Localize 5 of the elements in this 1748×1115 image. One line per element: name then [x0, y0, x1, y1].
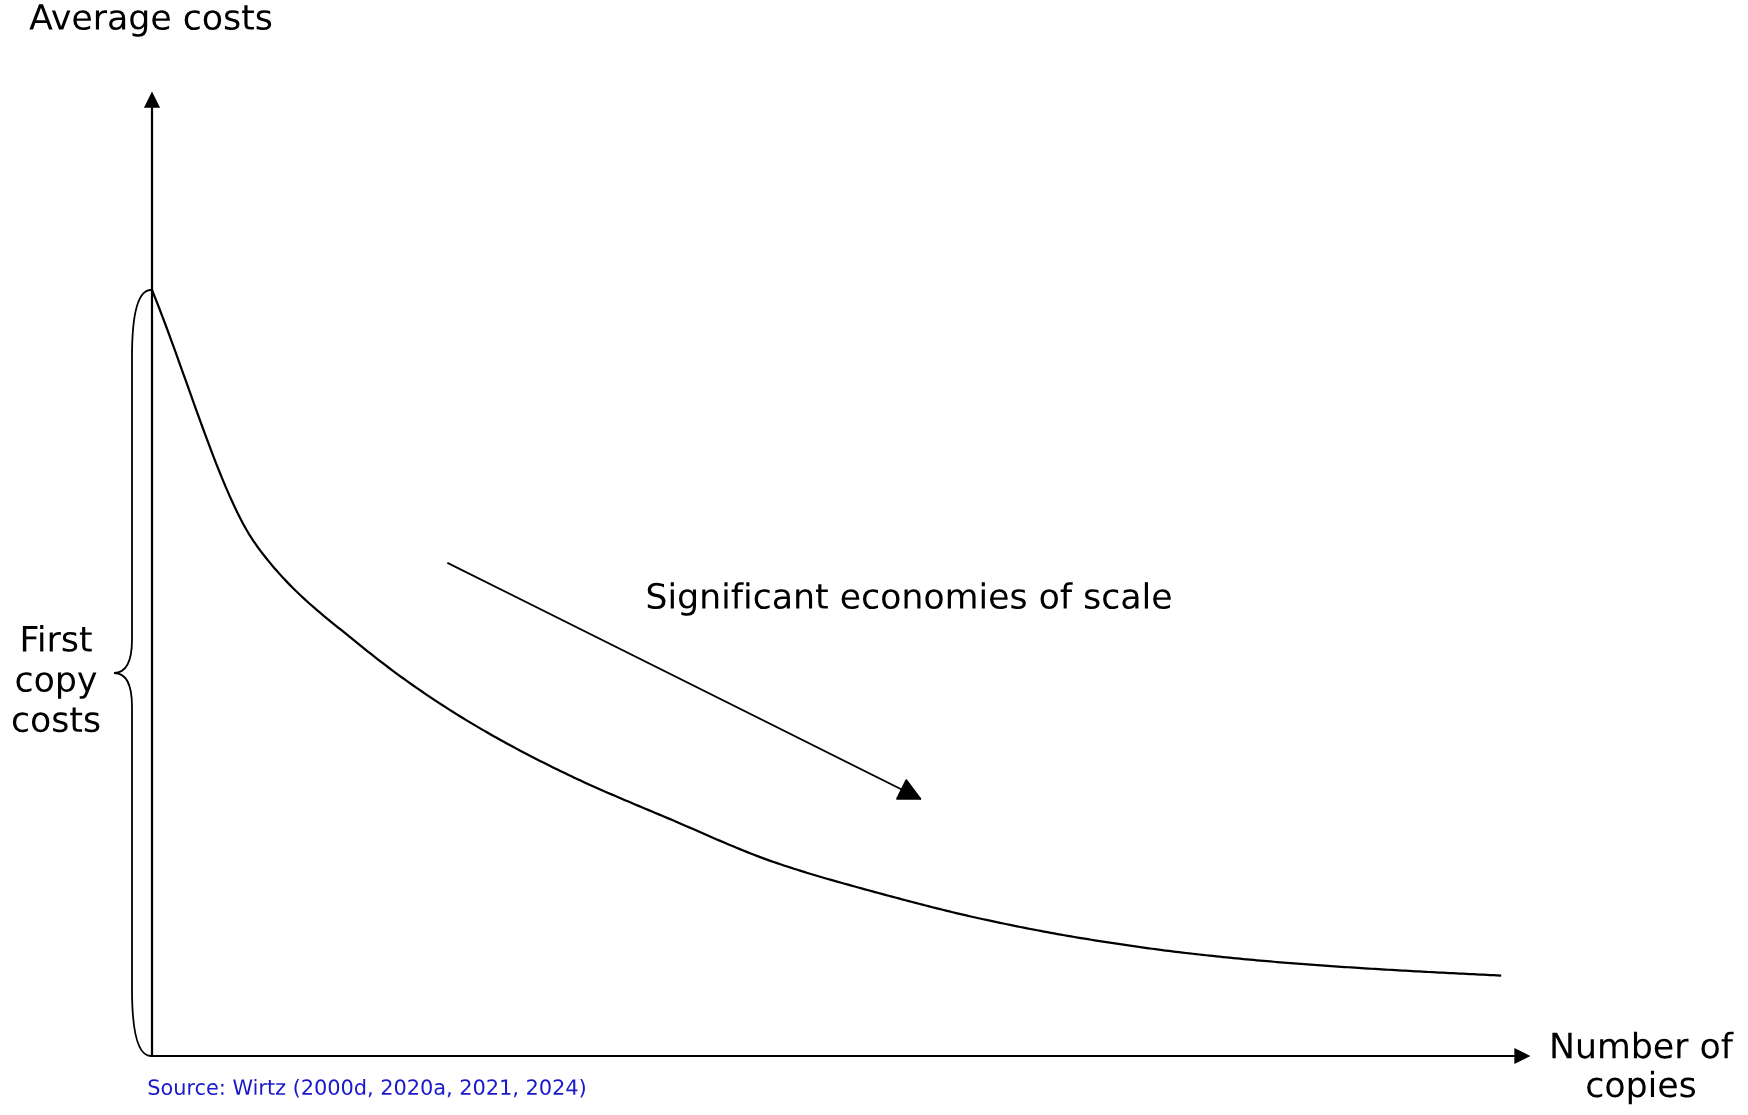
- annotation: Significant economies of scale: [647, 582, 1171, 616]
- source-note: Source: Wirtz (2000d, 2020a, 2021, 2024): [148, 1078, 585, 1098]
- text: Average costs: [29, 4, 272, 37]
- x-axis-title: Number of copies: [1552, 1031, 1734, 1105]
- text: First copy costs: [12, 625, 100, 733]
